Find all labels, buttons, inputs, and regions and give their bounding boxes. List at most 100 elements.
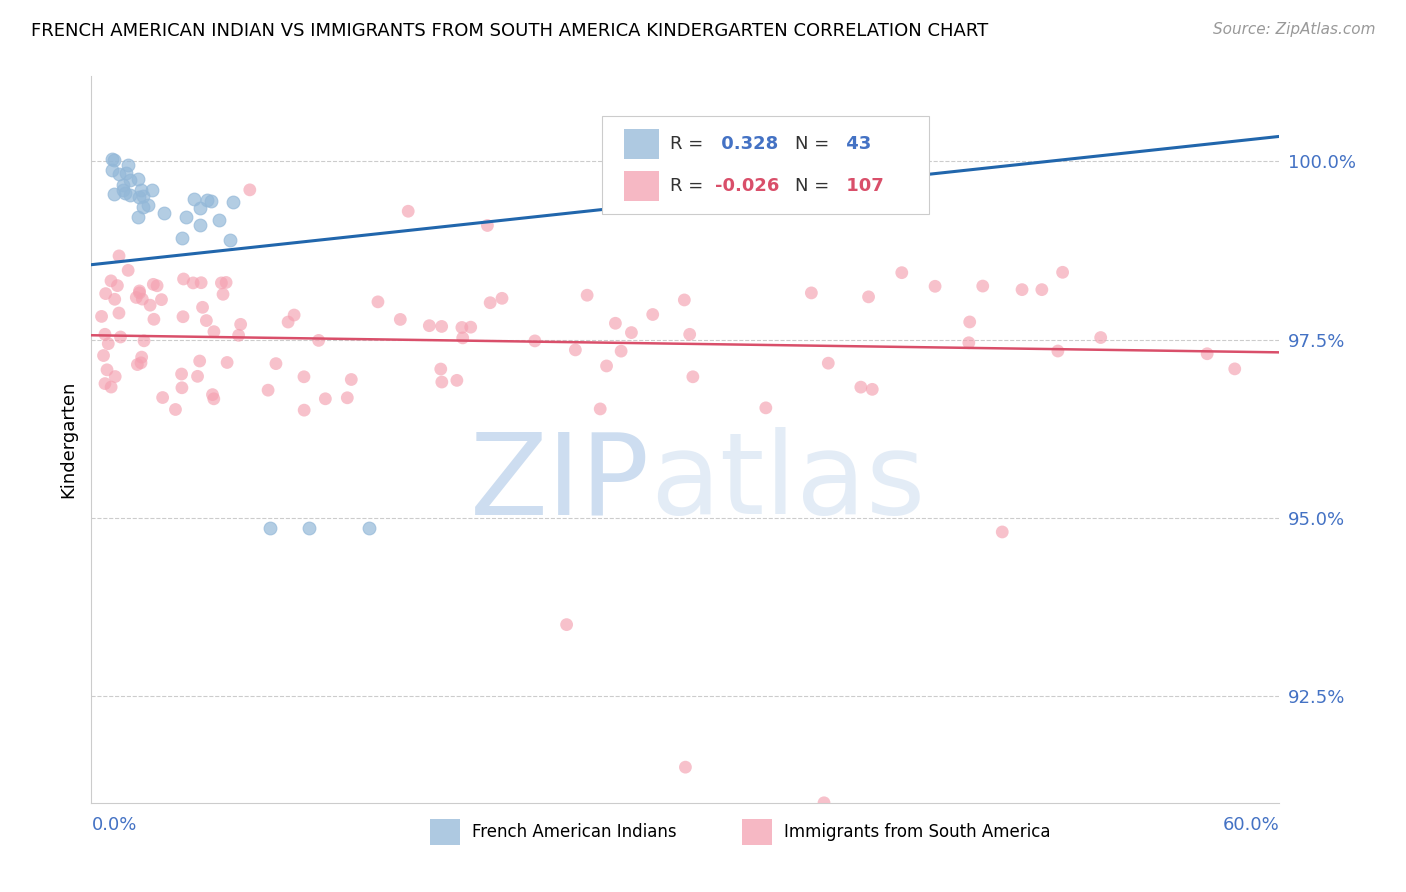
Point xyxy=(191,301,214,315)
Point xyxy=(396,204,419,219)
Point xyxy=(93,349,115,363)
Point xyxy=(188,219,211,233)
Point xyxy=(136,198,159,212)
Point xyxy=(460,320,482,334)
Point xyxy=(170,381,193,395)
Point xyxy=(172,310,194,324)
Point xyxy=(153,206,176,220)
Point xyxy=(972,279,994,293)
Point xyxy=(283,308,305,322)
Point xyxy=(1011,283,1033,297)
Point xyxy=(959,315,981,329)
Point xyxy=(451,331,474,345)
Point xyxy=(176,210,198,224)
Point xyxy=(212,287,235,301)
Point xyxy=(620,326,643,340)
Text: R =: R = xyxy=(671,177,703,194)
Point xyxy=(127,358,149,372)
Point xyxy=(1046,344,1069,359)
Point xyxy=(195,313,218,327)
Point xyxy=(800,285,823,300)
Point xyxy=(610,344,633,359)
Point xyxy=(479,295,502,310)
Point xyxy=(104,293,127,307)
Point xyxy=(107,167,129,181)
Point xyxy=(817,356,839,370)
Point xyxy=(229,318,252,332)
Point xyxy=(128,285,150,300)
Point xyxy=(90,310,112,324)
Text: N =: N = xyxy=(794,177,830,194)
Point xyxy=(114,186,136,201)
Point xyxy=(217,355,239,369)
Point xyxy=(924,279,946,293)
Point xyxy=(142,312,165,326)
Point xyxy=(215,276,238,290)
Point xyxy=(94,286,117,301)
Text: Immigrants from South America: Immigrants from South America xyxy=(785,823,1050,841)
Point xyxy=(190,276,212,290)
Point xyxy=(1197,347,1219,361)
Point xyxy=(1223,362,1246,376)
Point xyxy=(605,316,627,330)
Point xyxy=(673,186,696,201)
Point xyxy=(110,330,132,344)
Bar xyxy=(624,170,659,201)
Text: ZIP: ZIP xyxy=(470,427,650,539)
Text: 43: 43 xyxy=(839,135,872,153)
Point xyxy=(890,266,912,280)
Point xyxy=(131,292,153,306)
Point xyxy=(202,392,225,406)
Point xyxy=(340,372,363,386)
Point xyxy=(1031,283,1053,297)
Point xyxy=(118,188,141,202)
Y-axis label: Kindergarten: Kindergarten xyxy=(59,381,77,498)
Point xyxy=(849,380,872,394)
Point xyxy=(141,183,163,197)
Point xyxy=(292,369,315,384)
Point xyxy=(103,187,125,202)
Point xyxy=(117,158,139,172)
Point xyxy=(209,276,232,290)
Point xyxy=(673,293,696,307)
Point xyxy=(389,312,412,326)
Point xyxy=(336,391,359,405)
Point xyxy=(813,796,835,810)
FancyBboxPatch shape xyxy=(602,116,929,214)
Point xyxy=(120,172,142,186)
Point xyxy=(555,617,578,632)
Text: French American Indians: French American Indians xyxy=(471,823,676,841)
Point xyxy=(170,230,193,244)
Point xyxy=(131,189,153,203)
Point xyxy=(132,200,155,214)
Point xyxy=(595,359,617,373)
Point xyxy=(100,274,122,288)
Point xyxy=(188,201,211,215)
Point xyxy=(832,186,855,201)
Point xyxy=(104,369,127,384)
Point xyxy=(94,376,117,391)
Point xyxy=(129,356,152,370)
Point xyxy=(183,192,205,206)
Point xyxy=(173,272,195,286)
Bar xyxy=(624,128,659,160)
Point xyxy=(127,172,149,186)
Bar xyxy=(430,819,460,845)
Text: 0.0%: 0.0% xyxy=(91,815,136,834)
Text: N =: N = xyxy=(794,135,830,153)
Point xyxy=(114,166,136,180)
Point xyxy=(208,212,231,227)
Point xyxy=(146,278,169,293)
Point xyxy=(132,334,155,348)
Point xyxy=(103,153,125,167)
Point xyxy=(523,334,546,348)
Point xyxy=(187,369,209,384)
Point xyxy=(860,382,883,396)
Point xyxy=(200,194,222,208)
Point xyxy=(1052,265,1074,279)
Point xyxy=(430,319,453,334)
Text: Source: ZipAtlas.com: Source: ZipAtlas.com xyxy=(1212,22,1375,37)
Point xyxy=(195,193,218,207)
Point xyxy=(491,291,513,305)
Point xyxy=(125,290,148,304)
